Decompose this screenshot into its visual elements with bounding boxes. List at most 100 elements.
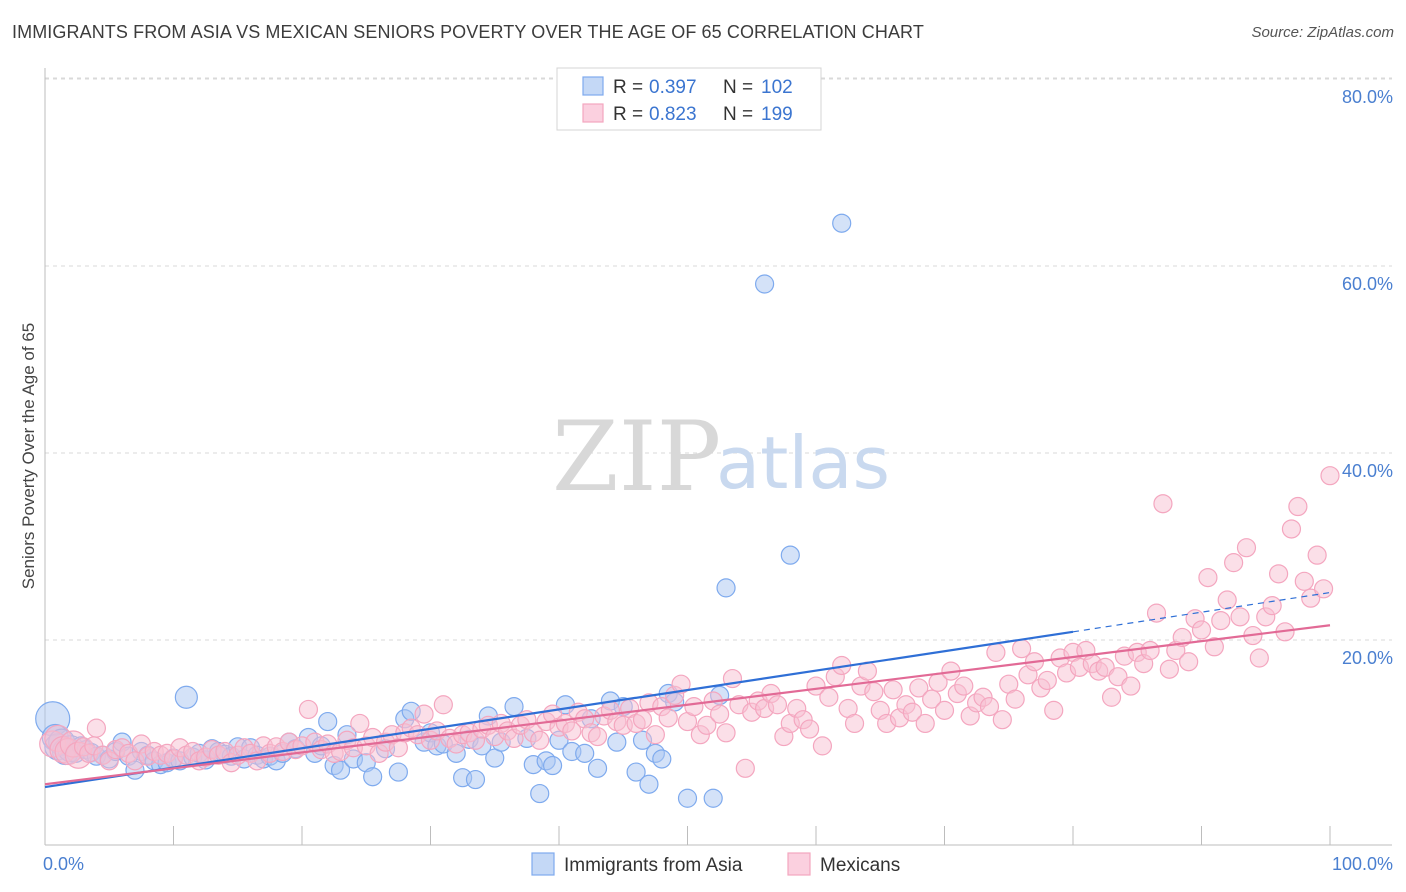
mexicans-point xyxy=(684,697,704,717)
mexicans-point xyxy=(1217,590,1237,610)
mexicans-point xyxy=(697,715,717,735)
x-tick-label-max: 100.0% xyxy=(1332,854,1393,874)
asia-point xyxy=(587,758,608,778)
mexicans-point xyxy=(1037,670,1057,691)
asia-point xyxy=(652,749,672,769)
asia-point xyxy=(703,788,723,808)
mexicans-point xyxy=(1301,588,1321,608)
asia-point xyxy=(832,213,852,233)
asia-point xyxy=(716,578,736,598)
asia-point xyxy=(465,769,486,790)
mexicans-point xyxy=(632,710,653,730)
mexicans-point xyxy=(812,736,833,756)
series-legend-swatch-asia xyxy=(531,852,555,876)
x-tick-label-min: 0.0% xyxy=(43,854,84,874)
mexicans-point xyxy=(1288,496,1308,517)
y-tick-label: 20.0% xyxy=(1342,648,1393,668)
mexicans-point xyxy=(530,730,550,750)
mexicans-point xyxy=(1313,579,1334,599)
mexicans-point xyxy=(414,704,434,724)
watermark-zip: ZIP xyxy=(552,401,721,513)
mexicans-point xyxy=(1320,466,1340,486)
correlation-legend: R = 0.397 N = 102 R = 0.823 N = 199 xyxy=(556,67,822,131)
mexicans-point xyxy=(658,708,678,728)
y-tick-label: 40.0% xyxy=(1342,461,1393,481)
mexicans-point xyxy=(1005,689,1025,709)
mexicans-point xyxy=(350,713,370,734)
asia-trend-line xyxy=(44,630,1074,789)
asia-point xyxy=(575,743,595,763)
asia-point xyxy=(626,762,646,782)
mexicans-point xyxy=(909,678,929,698)
chart-source: Source: ZipAtlas.com xyxy=(1251,24,1394,41)
legend-swatch-asia xyxy=(582,76,604,96)
asia-point xyxy=(754,274,775,294)
mexicans-point xyxy=(1101,687,1122,707)
asia-point xyxy=(677,788,698,808)
mexicans-point xyxy=(915,713,935,734)
mexicans-point xyxy=(1140,640,1160,661)
mexicans-point xyxy=(298,699,319,720)
watermark: ZIP atlas xyxy=(552,401,890,513)
mexicans-point xyxy=(716,723,736,743)
asia-point xyxy=(542,755,563,776)
legend-n-label-asia: N = xyxy=(723,77,753,98)
mexicans-point xyxy=(1224,553,1244,573)
mexicans-point xyxy=(1159,659,1179,679)
y-tick-label: 80.0% xyxy=(1342,87,1393,107)
mexicans-point xyxy=(979,697,1000,717)
mexicans-point xyxy=(1307,545,1327,565)
mexicans-point xyxy=(1268,564,1289,584)
mexicans-point xyxy=(1249,648,1269,668)
asia-point xyxy=(330,760,351,780)
mexicans-point xyxy=(1236,538,1257,558)
legend-n-label-mexicans: N = xyxy=(723,104,753,125)
mexicans-point xyxy=(86,718,107,738)
grid-layer xyxy=(45,77,1392,641)
y-axis-label: Seniors Poverty Over the Age of 65 xyxy=(19,323,38,589)
legend-swatch-mexicans xyxy=(582,103,604,123)
mexicans-point xyxy=(1095,657,1115,677)
mexicans-point xyxy=(562,721,582,741)
mexicans-point xyxy=(1198,567,1218,588)
mexicans-point xyxy=(819,687,839,707)
asia-point xyxy=(639,774,659,794)
mexicans-point xyxy=(806,676,826,696)
mexicans-point xyxy=(1281,519,1302,539)
asia-point xyxy=(607,732,627,752)
mexicans-point xyxy=(799,719,820,739)
mexicans-point xyxy=(710,704,730,724)
mexicans-trend-line xyxy=(44,624,1331,786)
legend-r-label-mexicans: R = xyxy=(613,104,643,125)
mexicans-point xyxy=(1179,652,1199,672)
y-tick-label: 60.0% xyxy=(1342,274,1393,294)
mexicans-point xyxy=(986,642,1006,662)
series-legend-label-mexicans: Mexicans xyxy=(820,855,900,876)
mexicans-point xyxy=(844,713,865,734)
legend-r-label-asia: R = xyxy=(613,77,643,98)
mexicans-point xyxy=(883,680,903,700)
asia-point xyxy=(780,545,800,565)
mexicans-point xyxy=(864,682,884,702)
mexicans-point xyxy=(922,689,942,709)
mexicans-point xyxy=(992,710,1012,730)
mexicans-point xyxy=(587,726,608,747)
mexicans-point xyxy=(954,676,974,696)
series-legend-swatch-mexicans xyxy=(787,852,811,876)
watermark-atlas: atlas xyxy=(716,421,890,505)
mexicans-point xyxy=(645,725,665,745)
legend-n-value-asia: 102 xyxy=(761,77,793,98)
asia-point xyxy=(530,783,550,804)
mexicans-point xyxy=(433,695,453,715)
mexicans-point xyxy=(1044,700,1064,720)
mexicans-point xyxy=(1121,676,1141,696)
mexicans-point xyxy=(1230,607,1250,627)
mexicans-point xyxy=(671,674,691,694)
mexicans-point xyxy=(1211,610,1231,631)
series-legend-label-asia: Immigrants from Asia xyxy=(564,855,743,876)
asia-point xyxy=(363,767,383,787)
asia-point xyxy=(388,762,408,782)
legend-n-value-mexicans: 199 xyxy=(761,104,793,125)
mexicans-point xyxy=(934,700,955,720)
